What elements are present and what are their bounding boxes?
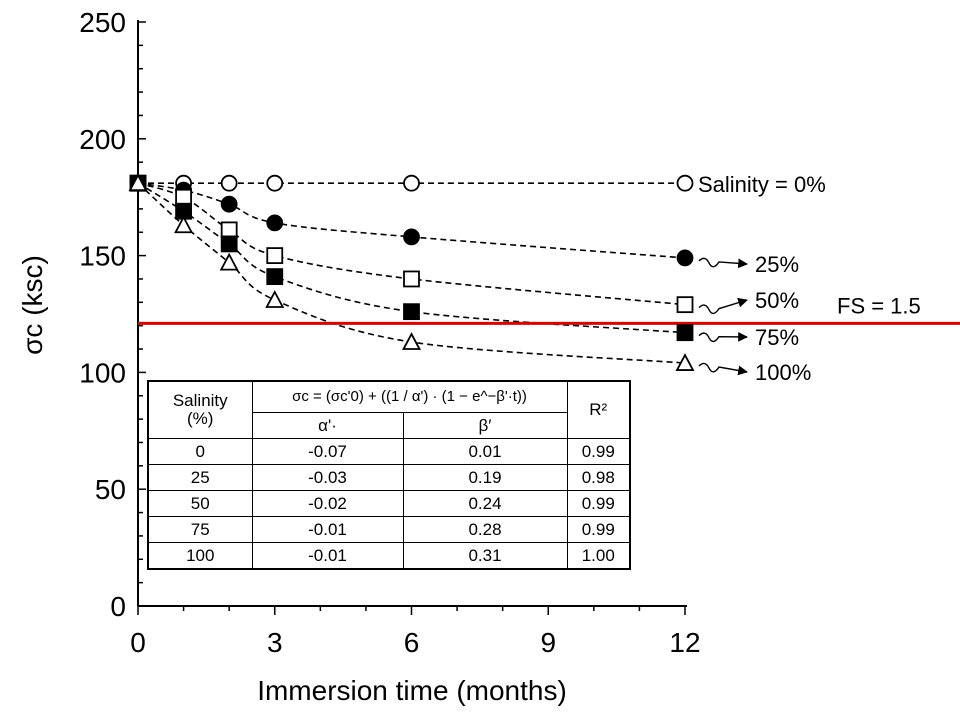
y-tick-label: 150 xyxy=(79,241,126,272)
data-point xyxy=(219,252,239,271)
data-point xyxy=(266,268,284,286)
table-cell-r2: 0.99 xyxy=(566,490,631,517)
y-axis-title: σc (ksc) xyxy=(17,255,48,355)
data-point xyxy=(266,214,284,232)
data-point xyxy=(220,235,238,253)
series-label: 75% xyxy=(755,325,799,350)
label-arrow xyxy=(698,362,748,376)
table-row: 0 -0.07 0.01 0.99 xyxy=(147,438,631,465)
series-label: 50% xyxy=(755,288,799,313)
alpha-column-header: α'· xyxy=(251,412,404,439)
table-cell-beta: 0.01 xyxy=(402,438,568,465)
data-markers xyxy=(128,173,695,371)
data-point xyxy=(676,249,694,267)
table-cell-salinity: 50 xyxy=(147,490,253,517)
table-cell-salinity: 75 xyxy=(147,516,253,543)
beta-column-header: β′ xyxy=(402,412,568,439)
fit-parameter-table-panel: Salinity (%) σc = (σc'0) + ((1 / α') · (… xyxy=(147,380,631,570)
table-row: 25 -0.03 0.19 0.98 xyxy=(147,464,631,491)
data-point xyxy=(675,353,695,371)
table-cell-alpha: -0.02 xyxy=(251,490,404,517)
table-cell-r2: 0.99 xyxy=(566,516,631,543)
data-point xyxy=(265,290,285,308)
data-point xyxy=(175,188,192,206)
series-labels: Salinity = 0% 25% 50% 75% 100% xyxy=(698,172,826,385)
label-arrow xyxy=(698,332,748,343)
table-cell-salinity: 25 xyxy=(147,464,253,491)
y-tick-label: 250 xyxy=(79,7,126,38)
fit-table-body: 0 -0.07 0.01 0.99 25 -0.03 0.19 0.98 50 -0.02 0.24… xyxy=(147,438,631,570)
data-point xyxy=(220,221,238,239)
table-cell-r2: 0.99 xyxy=(566,438,631,465)
fit-parameter-table: Salinity (%) σc = (σc'0) + ((1 / α') · (… xyxy=(147,380,631,570)
table-cell-beta: 0.31 xyxy=(402,542,568,570)
table-cell-alpha: -0.01 xyxy=(251,516,404,543)
data-point xyxy=(676,296,694,314)
label-arrow xyxy=(698,257,748,269)
data-point xyxy=(220,174,238,192)
data-point xyxy=(676,324,694,342)
table-cell-r2: 1.00 xyxy=(566,542,631,570)
table-cell-salinity: 0 xyxy=(147,438,253,465)
table-cell-salinity: 100 xyxy=(147,542,253,570)
model-equation: σc = (σc'0) + ((1 / α') · (1 − e^−β'·t)) xyxy=(251,380,568,413)
table-cell-r2: 0.98 xyxy=(566,464,631,491)
fit-curve xyxy=(137,182,686,259)
salinity-column-header: Salinity (%) xyxy=(147,380,253,439)
x-tick-label: 12 xyxy=(669,627,700,658)
series-label: 25% xyxy=(755,252,799,277)
table-row: 50 -0.02 0.24 0.99 xyxy=(147,490,631,517)
table-cell-beta: 0.28 xyxy=(402,516,568,543)
series-label: Salinity = 0% xyxy=(698,172,826,197)
y-tick-label: 0 xyxy=(110,591,126,622)
data-point xyxy=(128,173,148,192)
x-axis-title: Immersion time (months) xyxy=(257,675,567,706)
data-point xyxy=(266,174,284,192)
data-point xyxy=(403,174,420,192)
y-tick-label: 200 xyxy=(79,124,126,155)
y-tick-label: 100 xyxy=(79,357,126,388)
data-point xyxy=(403,270,420,288)
table-cell-beta: 0.19 xyxy=(402,464,568,491)
table-row: 100 -0.01 0.31 1.00 xyxy=(147,542,631,570)
table-cell-alpha: -0.03 xyxy=(251,464,404,491)
data-point xyxy=(403,228,420,246)
r2-column-header: R² xyxy=(566,380,631,439)
data-point xyxy=(402,332,421,350)
x-tick-label: 9 xyxy=(540,627,556,658)
x-tick-label: 6 xyxy=(404,627,420,658)
reference-line-group: FS = 1.5 xyxy=(138,293,960,325)
table-row: 75 -0.01 0.28 0.99 xyxy=(147,516,631,543)
data-point xyxy=(174,215,194,234)
x-tick-label: 0 xyxy=(130,627,146,658)
data-point xyxy=(220,195,238,213)
reference-line-label: FS = 1.5 xyxy=(837,293,921,318)
data-point xyxy=(676,174,694,192)
y-tick-label: 50 xyxy=(95,474,126,505)
table-cell-alpha: -0.07 xyxy=(251,438,404,465)
table-cell-alpha: -0.01 xyxy=(251,542,404,570)
series-label: 100% xyxy=(755,360,811,385)
data-point xyxy=(266,247,284,265)
x-tick-label: 3 xyxy=(267,627,283,658)
table-cell-beta: 0.24 xyxy=(402,490,568,517)
label-arrow xyxy=(698,297,748,315)
data-point xyxy=(403,303,420,321)
